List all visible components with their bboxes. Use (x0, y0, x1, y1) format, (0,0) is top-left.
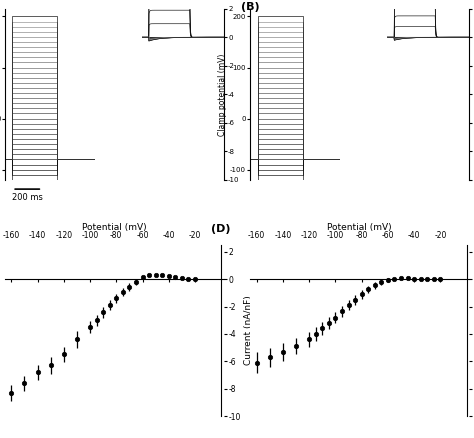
X-axis label: Potential (mV): Potential (mV) (82, 223, 146, 232)
Y-axis label: Clamp potential (mV): Clamp potential (mV) (218, 53, 227, 135)
Text: (D): (D) (211, 224, 230, 234)
Text: (B): (B) (241, 2, 260, 12)
Y-axis label: Membrane current (nA): Membrane current (nA) (264, 49, 273, 139)
Y-axis label: Current (nA/nF): Current (nA/nF) (244, 296, 253, 365)
X-axis label: Potential (mV): Potential (mV) (328, 223, 392, 232)
Text: 200 ms: 200 ms (12, 193, 43, 202)
